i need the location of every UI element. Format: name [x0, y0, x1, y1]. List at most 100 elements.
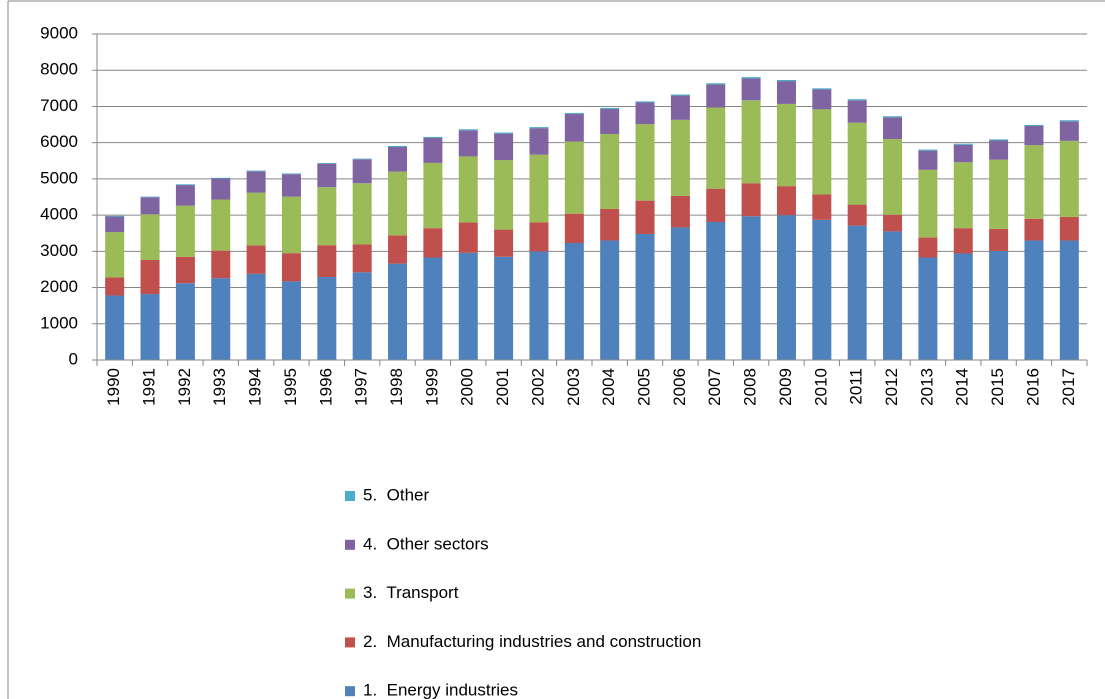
- y-tick-label: 1000: [40, 313, 78, 332]
- bar-segment: [670, 227, 690, 360]
- bar-segment: [1024, 240, 1044, 360]
- bar-segment: [140, 214, 160, 261]
- bar-segment: [564, 213, 584, 244]
- bar-segment: [140, 197, 160, 215]
- x-tick-label: 2005: [635, 368, 654, 406]
- bar-segment: [317, 163, 337, 188]
- bar-segment: [352, 159, 372, 184]
- y-tick-label: 0: [69, 349, 78, 368]
- x-tick-label: 2013: [917, 368, 936, 406]
- bar-segment: [317, 245, 337, 278]
- bar-segment: [423, 257, 443, 360]
- x-tick-label: 2004: [599, 368, 618, 406]
- bar-segment: [953, 162, 973, 229]
- bar-segment: [105, 277, 125, 296]
- x-tick-label: 2006: [670, 368, 689, 406]
- bar-segment: [776, 80, 796, 82]
- y-tick-label: 9000: [40, 23, 78, 42]
- bar-segment: [635, 124, 655, 201]
- bar-segment: [281, 253, 301, 282]
- legend-swatch: [345, 588, 355, 599]
- bar-segment: [883, 231, 903, 360]
- x-tick-label: 2010: [811, 368, 830, 406]
- bar-segment: [246, 171, 266, 193]
- x-tick-label: 1992: [175, 368, 194, 406]
- bar-segment: [494, 132, 514, 134]
- bar-segment: [918, 257, 938, 360]
- bar-segment: [670, 119, 690, 196]
- bar-segment: [175, 283, 195, 360]
- x-tick-label: 2014: [953, 368, 972, 406]
- bar-segment: [741, 77, 761, 79]
- bar-segment: [600, 240, 620, 360]
- bar-segment: [706, 107, 726, 189]
- bar-segment: [847, 122, 867, 205]
- bar-segment: [847, 99, 867, 101]
- legend-swatch: [345, 539, 355, 550]
- bar-segment: [105, 232, 125, 278]
- bar-segment: [317, 277, 337, 360]
- bar-segment: [600, 107, 620, 109]
- x-tick-label: 2011: [847, 368, 866, 405]
- bar-segment: [953, 144, 973, 163]
- y-tick-label: 5000: [40, 168, 78, 187]
- x-tick-label: 2016: [1023, 368, 1042, 406]
- bar-segment: [847, 100, 867, 123]
- bar-segment: [918, 149, 938, 151]
- bar-segment: [458, 156, 478, 223]
- bar-segment: [352, 272, 372, 360]
- bar-segment: [175, 184, 195, 186]
- x-tick-label: 2003: [564, 368, 583, 406]
- bar-segment: [953, 253, 973, 360]
- y-tick-label: 6000: [40, 132, 78, 151]
- bar-segment: [211, 178, 231, 200]
- bar-segment: [388, 147, 408, 172]
- x-tick-label: 2000: [458, 368, 477, 406]
- bar-segment: [388, 263, 408, 360]
- bar-segment: [458, 252, 478, 360]
- y-tick-label: 7000: [40, 96, 78, 115]
- bar-segment: [953, 228, 973, 254]
- bar-segment: [211, 250, 231, 279]
- legend-label: 3. Transport: [363, 583, 459, 602]
- bar-segment: [388, 171, 408, 236]
- bar-segment: [812, 89, 832, 110]
- bar-segment: [211, 177, 231, 179]
- y-tick-label: 2000: [40, 277, 78, 296]
- x-tick-label: 2015: [988, 368, 1007, 406]
- bar-segment: [706, 221, 726, 360]
- bar-segment: [635, 101, 655, 103]
- bar-segment: [105, 216, 125, 233]
- bar-segment: [635, 102, 655, 125]
- bar-segment: [847, 204, 867, 226]
- x-tick-label: 2002: [528, 368, 547, 406]
- bar-segment: [989, 140, 1009, 160]
- bar-segment: [776, 215, 796, 360]
- legend-swatch: [345, 637, 355, 648]
- bar-segment: [776, 103, 796, 187]
- x-tick-label: 2012: [882, 368, 901, 406]
- bar-segment: [564, 141, 584, 214]
- legend-label: 4. Other sectors: [363, 534, 489, 553]
- bar-segment: [175, 205, 195, 257]
- bar-segment: [635, 200, 655, 234]
- legend-label: 2. Manufacturing industries and construc…: [363, 632, 701, 651]
- bar-segment: [883, 214, 903, 232]
- bar-segment: [388, 235, 408, 264]
- bar-segment: [281, 174, 301, 197]
- bar-segment: [670, 195, 690, 228]
- x-tick-label: 1996: [316, 368, 335, 406]
- bar-segment: [918, 237, 938, 258]
- x-tick-label: 2007: [705, 368, 724, 406]
- bar-segment: [140, 196, 160, 198]
- legend-label: 1. Energy industries: [363, 681, 518, 699]
- bar-segment: [281, 196, 301, 254]
- y-tick-label: 4000: [40, 205, 78, 224]
- bar-segment: [494, 133, 514, 161]
- bar-segment: [494, 256, 514, 360]
- bar-segment: [741, 183, 761, 217]
- x-tick-label: 1998: [387, 368, 406, 406]
- bar-segment: [600, 108, 620, 134]
- x-tick-label: 2009: [776, 368, 795, 406]
- bar-segment: [105, 295, 125, 360]
